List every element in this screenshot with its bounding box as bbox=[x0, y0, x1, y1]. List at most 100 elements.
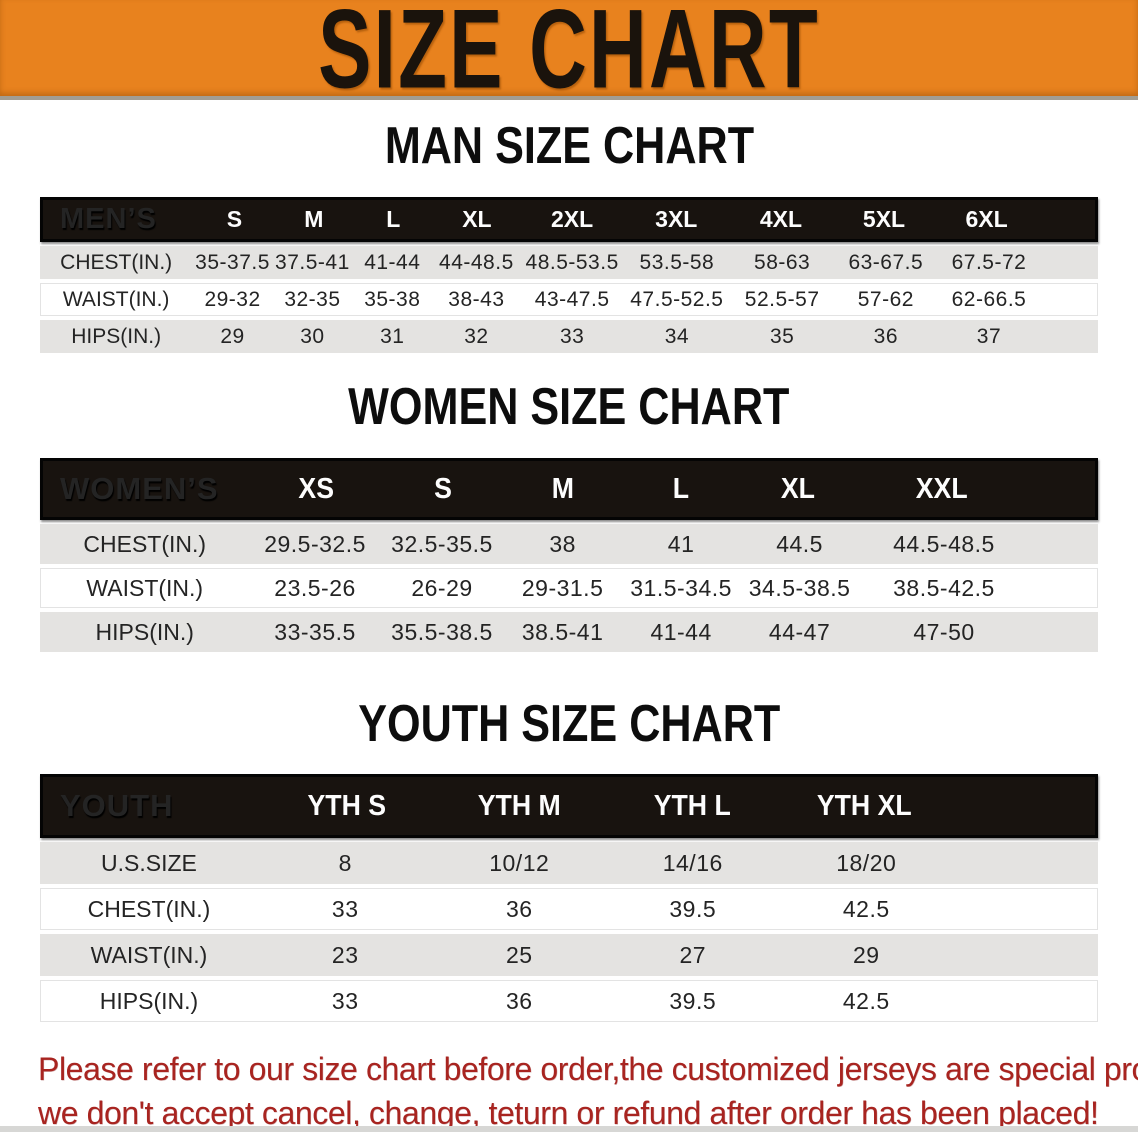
filler-cell bbox=[953, 888, 1098, 930]
value-cell: 38.5-41 bbox=[521, 618, 604, 645]
value-cell: 27 bbox=[679, 941, 707, 968]
value-cell: 37 bbox=[976, 324, 1002, 348]
youth-section-heading-text: YOUTH SIZE CHART bbox=[357, 695, 781, 753]
column-header-cell: S bbox=[226, 206, 243, 232]
value-cell: 33 bbox=[559, 324, 585, 348]
filler-cell bbox=[953, 842, 1098, 884]
column-header-cell: 4XL bbox=[759, 206, 802, 232]
table-row: U.S.SIZE 8 10/12 14/16 18/20 bbox=[40, 842, 1098, 884]
row-label-cell: WAIST(IN.) bbox=[90, 941, 208, 968]
table-header-row: WOMEN’S XS S M L XL XXL bbox=[40, 458, 1098, 520]
disclaimer-line-2: we don't accept cancel, change, teturn o… bbox=[38, 1095, 1099, 1131]
youth-section-heading: YOUTH SIZE CHART bbox=[40, 695, 1098, 753]
row-label-cell: CHEST(IN.) bbox=[60, 250, 173, 274]
value-cell: 35 bbox=[769, 324, 795, 348]
value-cell: 38.5-42.5 bbox=[893, 574, 995, 601]
value-cell: 42.5 bbox=[842, 987, 890, 1014]
row-label-cell: HIPS(IN.) bbox=[71, 324, 162, 348]
disclaimer: Please refer to our size chart before or… bbox=[0, 1047, 1138, 1135]
table-row: WAIST(IN.) 23 25 27 29 bbox=[40, 934, 1098, 976]
value-cell: 31 bbox=[380, 324, 405, 348]
value-cell: 33-35.5 bbox=[274, 618, 356, 645]
filler-cell bbox=[1038, 200, 1095, 239]
filler-cell bbox=[1029, 612, 1098, 652]
column-header-cell: YTH XL bbox=[817, 789, 913, 822]
value-cell: 29 bbox=[220, 324, 245, 348]
filler-cell bbox=[953, 980, 1098, 1022]
value-cell: 41 bbox=[667, 530, 695, 557]
banner: SIZE CHART bbox=[0, 0, 1138, 112]
column-header-cell: M bbox=[551, 472, 574, 505]
filler-cell bbox=[1041, 283, 1098, 316]
men-section-heading-text: MAN SIZE CHART bbox=[384, 117, 754, 175]
value-cell: 38 bbox=[549, 530, 576, 557]
value-cell: 48.5-53.5 bbox=[525, 250, 619, 274]
table-header-row: MEN’S S M L XL 2XL 3XL 4XL 5XL 6XL bbox=[40, 197, 1098, 242]
row-label-cell: CHEST(IN.) bbox=[83, 530, 207, 557]
bottom-strip bbox=[0, 1126, 1138, 1132]
table-row: HIPS(IN.) 33-35.5 35.5-38.5 38.5-41 41-44 44-… bbox=[40, 612, 1098, 652]
value-cell: 41-44 bbox=[364, 250, 421, 274]
value-cell: 67.5-72 bbox=[951, 250, 1027, 274]
section-youth: YOUTH SIZE CHART YOUTH YTH S YTH M YTH L YTH… bbox=[0, 695, 1138, 1022]
row-label-cell: CHEST(IN.) bbox=[87, 895, 211, 922]
value-cell: 42.5 bbox=[842, 895, 890, 922]
column-header-cell: YTH S bbox=[307, 789, 386, 822]
row-label-cell: U.S.SIZE bbox=[101, 849, 197, 876]
table-row: CHEST(IN.) 33 36 39.5 42.5 bbox=[40, 888, 1098, 930]
value-cell: 53.5-58 bbox=[639, 250, 715, 274]
section-men: MAN SIZE CHART MEN’S S M L XL 2XL 3XL 4XL 5XL 6XL… bbox=[0, 117, 1138, 353]
women-section-heading: WOMEN SIZE CHART bbox=[40, 378, 1098, 436]
row-label-cell: HIPS(IN.) bbox=[95, 618, 194, 645]
filler-cell bbox=[1027, 461, 1095, 517]
value-cell: 41-44 bbox=[650, 618, 712, 645]
filler-cell bbox=[953, 934, 1098, 976]
value-cell: 25 bbox=[505, 941, 533, 968]
value-cell: 35-38 bbox=[364, 287, 421, 311]
page-title: SIZE CHART bbox=[318, 0, 820, 112]
value-cell: 38-43 bbox=[448, 287, 505, 311]
men-size-table: MEN’S S M L XL 2XL 3XL 4XL 5XL 6XL CHEST(IN.) 35-37… bbox=[40, 197, 1098, 353]
value-cell: 31.5-34.5 bbox=[630, 574, 732, 601]
column-header-cell: XS bbox=[298, 472, 335, 505]
table-row: CHEST(IN.) 35-37.5 37.5-41 41-44 44-48.5 48.5… bbox=[40, 246, 1098, 279]
column-header-cell: L bbox=[672, 472, 689, 505]
value-cell: 36 bbox=[873, 324, 898, 348]
value-cell: 23 bbox=[331, 941, 359, 968]
column-header-cell: 5XL bbox=[862, 206, 906, 232]
value-cell: 29-32 bbox=[204, 287, 261, 311]
column-header-cell: YTH M bbox=[478, 789, 562, 822]
column-header-cell: 3XL bbox=[655, 206, 698, 232]
value-cell: 62-66.5 bbox=[951, 287, 1027, 311]
value-cell: 33 bbox=[331, 987, 359, 1014]
value-cell: 63-67.5 bbox=[848, 250, 924, 274]
value-cell: 32.5-35.5 bbox=[391, 530, 493, 557]
value-cell: 23.5-26 bbox=[274, 574, 356, 601]
value-cell: 14/16 bbox=[662, 849, 723, 876]
value-cell: 26-29 bbox=[411, 574, 473, 601]
value-cell: 44-47 bbox=[768, 618, 831, 645]
value-cell: 57-62 bbox=[857, 287, 914, 311]
value-cell: 35.5-38.5 bbox=[391, 618, 493, 645]
women-section-heading-text: WOMEN SIZE CHART bbox=[348, 378, 790, 436]
value-cell: 39.5 bbox=[669, 987, 717, 1014]
youth-size-table: YOUTH YTH S YTH M YTH L YTH XL U.S.SIZE 8 10/12… bbox=[40, 774, 1098, 1022]
column-header-cell: M bbox=[304, 206, 324, 232]
women-size-table: WOMEN’S XS S M L XL XXL CHEST(IN.) 29.5-32.5 32.5… bbox=[40, 458, 1098, 652]
filler-cell bbox=[1029, 524, 1098, 564]
value-cell: 34 bbox=[664, 324, 690, 348]
value-cell: 29-31.5 bbox=[521, 574, 604, 601]
value-cell: 58-63 bbox=[754, 250, 811, 274]
filler-cell bbox=[951, 777, 1095, 835]
row-label-cell: HIPS(IN.) bbox=[99, 987, 199, 1014]
row-label-cell: WAIST(IN.) bbox=[62, 287, 170, 311]
table-header-row: YOUTH YTH S YTH M YTH L YTH XL bbox=[40, 774, 1098, 838]
value-cell: 8 bbox=[338, 849, 352, 876]
column-header-cell: L bbox=[386, 206, 401, 232]
value-cell: 36 bbox=[505, 895, 533, 922]
value-cell: 43-47.5 bbox=[534, 287, 610, 311]
table-row: WAIST(IN.) 23.5-26 26-29 29-31.5 31.5-34.5 34… bbox=[40, 568, 1098, 608]
table-row: HIPS(IN.) 29 30 31 32 33 34 35 36 37 bbox=[40, 320, 1098, 353]
value-cell: 44.5-48.5 bbox=[893, 530, 995, 557]
